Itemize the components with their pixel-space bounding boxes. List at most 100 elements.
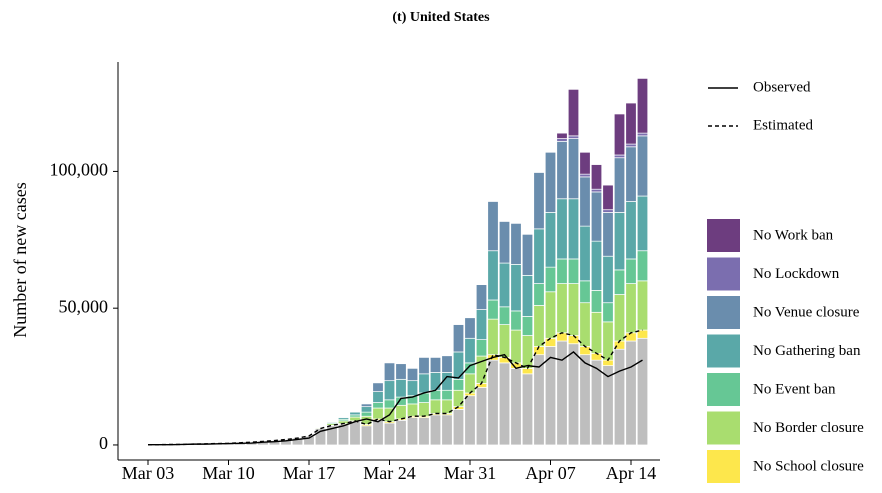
bar-segment	[567, 89, 580, 137]
bar-segment	[395, 378, 407, 398]
bar-segment	[372, 419, 384, 446]
legend-label: No Event ban	[753, 381, 836, 397]
legend-label: No Gathering ban	[753, 343, 861, 359]
y-axis-label: Number of new cases	[10, 182, 30, 337]
bar-segment	[625, 146, 637, 202]
bar-segment	[602, 365, 614, 446]
bar-segment	[556, 340, 568, 446]
bar-segment	[602, 359, 614, 366]
bar-segment	[383, 399, 396, 409]
bar-segment	[567, 335, 580, 345]
bar-segment	[625, 258, 637, 284]
bar-segment	[498, 306, 511, 325]
bar-segment	[441, 355, 453, 373]
bar-segment	[613, 157, 626, 213]
bar-segment	[567, 283, 580, 336]
bar-segment	[590, 164, 603, 190]
bar-segment	[590, 352, 603, 361]
bar-segment	[567, 198, 580, 260]
y-tick-label: 50,000	[59, 296, 109, 316]
bar-segment	[625, 143, 637, 148]
bar-segment	[452, 409, 465, 446]
bar-segment	[464, 373, 476, 394]
bar-segment	[602, 184, 614, 211]
bar-segment	[590, 191, 603, 242]
bar-segment	[475, 339, 488, 357]
bar-segment	[521, 368, 534, 375]
bar-segment	[326, 421, 338, 423]
bar-segment	[590, 290, 603, 313]
bar-segment	[510, 223, 522, 265]
bar-segment	[395, 404, 407, 420]
bar-segment	[487, 299, 499, 320]
bar-segment	[613, 348, 626, 446]
bar-segment	[464, 395, 476, 446]
bar-segment	[429, 357, 442, 373]
legend-label: No Venue closure	[753, 304, 860, 320]
bar-segment	[636, 132, 649, 137]
legend-label: Observed	[753, 79, 811, 95]
bar-segment	[602, 302, 614, 323]
legend-label: No School closure	[753, 458, 864, 474]
bar-segment	[510, 329, 522, 364]
bar-segment	[579, 176, 591, 227]
bar-segment	[418, 417, 430, 446]
bar-segment	[579, 354, 591, 446]
bar-segment	[360, 403, 373, 408]
bar-segment	[625, 201, 637, 260]
bar-segment	[556, 140, 568, 200]
bar-segment	[625, 283, 637, 334]
legend-swatch	[707, 257, 740, 291]
bar-segment	[636, 250, 649, 282]
bar-segment	[533, 172, 545, 230]
bar-segment	[579, 302, 591, 347]
bar-segment	[337, 424, 350, 446]
bar-segment	[406, 368, 419, 382]
bar-segment	[556, 332, 568, 342]
bar-segment	[602, 209, 614, 213]
bar-segment	[372, 382, 384, 392]
bar-segment	[602, 255, 614, 304]
line-series	[148, 351, 643, 446]
bar-segment	[579, 225, 591, 282]
bar-segment	[521, 316, 534, 336]
bar-segment	[521, 233, 534, 276]
legend-label: No Lockdown	[753, 266, 840, 282]
bar-segment	[314, 426, 327, 429]
bar-segment	[360, 406, 373, 413]
bar-segment	[383, 362, 396, 382]
bar-segment	[464, 337, 476, 364]
bar-segment	[521, 373, 534, 446]
bar-segment	[590, 240, 603, 291]
bar-segment	[372, 402, 384, 409]
bar-segment	[533, 283, 545, 306]
bar-segment	[498, 324, 511, 358]
legend-label: No Border closure	[753, 420, 864, 436]
legend-swatch	[707, 411, 740, 445]
bar-segment	[625, 340, 637, 446]
bar-segment	[567, 258, 580, 284]
legend-swatch	[707, 219, 740, 252]
bar-segment	[544, 337, 557, 347]
bar-segment	[613, 113, 626, 156]
bar-segment	[521, 275, 534, 317]
bar-segment	[418, 357, 430, 375]
y-tick-label: 100,000	[50, 160, 109, 180]
bar-segment	[510, 368, 522, 446]
bar-segment	[498, 362, 511, 446]
bar-segment	[372, 407, 384, 420]
x-tick-label: Mar 31	[444, 463, 497, 483]
bar-segment	[613, 269, 626, 295]
bar-segment	[567, 343, 580, 446]
bar-segment	[567, 135, 580, 139]
bar-segment	[533, 228, 545, 284]
bar-segment	[498, 221, 511, 264]
bar-segment	[395, 363, 407, 380]
bar-segment	[590, 311, 603, 354]
y-tick-label: 0	[99, 433, 108, 453]
bar-segment	[590, 188, 603, 193]
bar-segment	[487, 201, 499, 252]
bar-segment	[556, 283, 568, 334]
bar-segment	[556, 258, 568, 284]
